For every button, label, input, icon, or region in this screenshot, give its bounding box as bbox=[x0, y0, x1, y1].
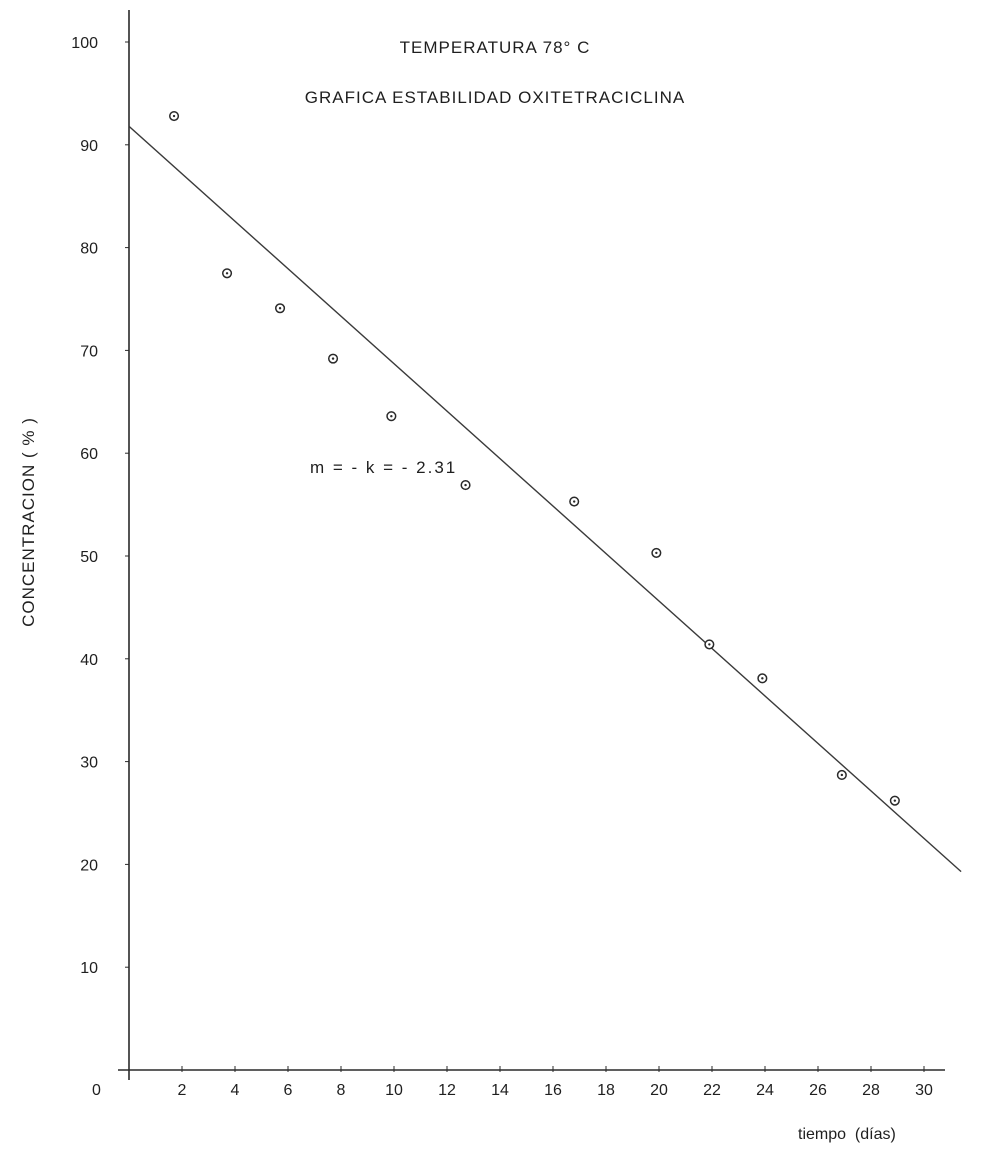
data-point-center bbox=[172, 114, 176, 118]
data-point-center bbox=[278, 307, 282, 310]
fit-line-group bbox=[128, 125, 962, 873]
x-tick-label: 28 bbox=[862, 1082, 880, 1099]
y-tick-label: 50 bbox=[80, 549, 98, 566]
data-point-center bbox=[840, 773, 844, 777]
y-tick-label: 20 bbox=[80, 857, 98, 874]
data-point-center bbox=[225, 272, 229, 275]
x-tick-label: 12 bbox=[438, 1082, 456, 1099]
data-point-center bbox=[708, 643, 711, 646]
origin-tick-label: 0 bbox=[92, 1082, 101, 1099]
x-tick-label: 18 bbox=[597, 1082, 615, 1099]
data-point-center bbox=[331, 357, 335, 360]
x-tick-label: 6 bbox=[284, 1082, 293, 1099]
x-tick-label: 24 bbox=[756, 1082, 774, 1099]
x-tick-label: 22 bbox=[703, 1082, 721, 1099]
y-tick-label: 40 bbox=[80, 652, 98, 669]
x-tick-label: 30 bbox=[915, 1082, 933, 1099]
x-tick-label: 10 bbox=[385, 1082, 403, 1099]
x-tick-label: 16 bbox=[544, 1082, 562, 1099]
x-tick-label: 14 bbox=[491, 1082, 509, 1099]
x-tick-label: 20 bbox=[650, 1082, 668, 1099]
data-point-center bbox=[893, 799, 897, 802]
x-tick-label: 8 bbox=[337, 1082, 346, 1099]
y-tick-label: 70 bbox=[80, 343, 98, 360]
chart-subtitle: GRAFICA ESTABILIDAD OXITETRACICLINA bbox=[304, 88, 686, 107]
x-axis-label: tiempo (días) bbox=[798, 1126, 896, 1143]
data-point-center bbox=[390, 414, 393, 418]
data-point-center bbox=[655, 551, 658, 555]
chart-axes bbox=[118, 10, 945, 1080]
y-tick-label: 30 bbox=[80, 755, 98, 772]
y-tick-label: 100 bbox=[71, 35, 98, 52]
y-tick-label: 80 bbox=[80, 241, 98, 258]
data-point-center bbox=[573, 500, 576, 503]
fit-line bbox=[128, 125, 962, 873]
data-point-center bbox=[464, 483, 467, 487]
x-tick-label: 26 bbox=[809, 1082, 827, 1099]
chart-title: TEMPERATURA 78° C bbox=[399, 38, 591, 57]
y-tick-label: 60 bbox=[80, 446, 98, 463]
y-tick-label: 90 bbox=[80, 138, 98, 155]
y-tick-label: 10 bbox=[80, 960, 98, 977]
x-tick-label: 2 bbox=[178, 1082, 187, 1099]
data-points bbox=[169, 110, 900, 806]
x-tick-label: 4 bbox=[231, 1082, 240, 1099]
y-axis-label: CONCENTRACION ( % ) bbox=[19, 417, 38, 627]
slope-annotation: m = - k = - 2.31 bbox=[310, 458, 458, 477]
chart-ticks: 0 2 4 6 8 10 12 14 16 18 20 22 24 26 28 301020304050607… bbox=[71, 35, 933, 1099]
data-point-center bbox=[761, 677, 764, 680]
